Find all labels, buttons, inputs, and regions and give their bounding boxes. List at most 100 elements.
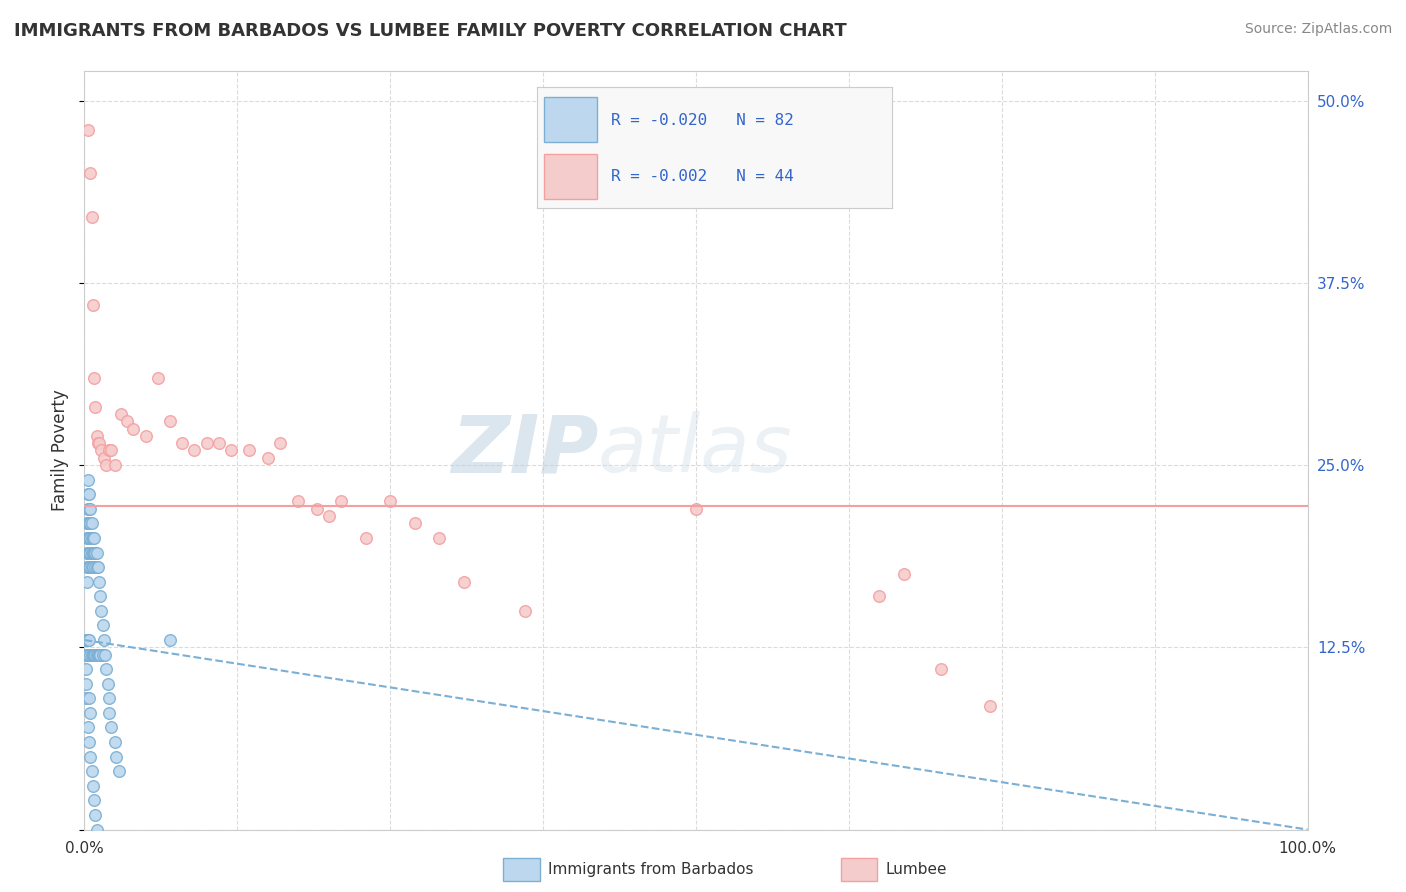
Point [104, 735, 127, 749]
Point [77, 560, 100, 574]
Point [77, 648, 100, 662]
Point [929, 662, 952, 676]
Point [90, 443, 112, 458]
Text: Lumbee: Lumbee [886, 863, 948, 877]
Point [75, 648, 97, 662]
Point [84, 400, 107, 414]
Point [685, 501, 707, 516]
Point [82, 779, 104, 793]
Point [257, 450, 280, 465]
Point [83, 648, 105, 662]
Point [94, 648, 117, 662]
Y-axis label: Family Poverty: Family Poverty [51, 390, 69, 511]
Point [77, 531, 100, 545]
Point [89, 648, 111, 662]
Point [91, 618, 114, 632]
Point [86, 648, 108, 662]
Point [77, 473, 100, 487]
Point [305, 501, 328, 516]
Point [76, 574, 98, 589]
Point [77, 516, 100, 531]
Point [97, 443, 120, 458]
Point [453, 574, 475, 589]
Point [80, 764, 103, 779]
Point [427, 531, 450, 545]
Point [82, 531, 104, 545]
Point [87, 436, 110, 450]
Point [318, 509, 340, 524]
Point [83, 793, 105, 807]
Point [77, 516, 100, 531]
Text: Source: ZipAtlas.com: Source: ZipAtlas.com [1244, 22, 1392, 37]
Point [269, 436, 291, 450]
Point [100, 443, 122, 458]
Point [97, 706, 120, 720]
Point [80, 648, 103, 662]
Point [89, 589, 111, 603]
Point [79, 516, 101, 531]
Point [80, 560, 103, 574]
Point [219, 443, 242, 458]
Text: IMMIGRANTS FROM BARBADOS VS LUMBEE FAMILY POVERTY CORRELATION CHART: IMMIGRANTS FROM BARBADOS VS LUMBEE FAMIL… [14, 22, 846, 40]
Point [77, 691, 100, 706]
Point [354, 531, 377, 545]
Point [86, 429, 108, 443]
Point [77, 501, 100, 516]
Point [77, 122, 100, 136]
Point [76, 545, 98, 559]
Point [97, 691, 120, 706]
Point [90, 604, 112, 618]
Text: ZIP: ZIP [451, 411, 598, 490]
Text: atlas: atlas [598, 411, 793, 490]
Point [84, 808, 107, 822]
Point [80, 531, 103, 545]
Point [79, 545, 101, 559]
Point [195, 436, 218, 450]
Point [77, 721, 100, 735]
Point [380, 494, 402, 508]
Point [100, 721, 122, 735]
Point [77, 545, 100, 559]
Point [82, 545, 104, 559]
Point [82, 560, 104, 574]
Point [208, 436, 231, 450]
Point [77, 531, 100, 545]
Point [76, 633, 98, 648]
Point [96, 458, 118, 472]
Point [79, 749, 101, 764]
Point [80, 210, 103, 224]
Point [97, 677, 120, 691]
Point [75, 677, 97, 691]
Point [77, 545, 100, 559]
Point [79, 166, 101, 180]
Point [82, 648, 104, 662]
Point [87, 648, 110, 662]
Point [76, 516, 98, 531]
Point [107, 764, 129, 779]
Point [80, 516, 103, 531]
Point [86, 560, 108, 574]
Point [79, 560, 101, 574]
Point [146, 370, 169, 384]
Point [87, 560, 110, 574]
Point [172, 436, 194, 450]
Point [75, 691, 97, 706]
Point [76, 531, 98, 545]
Point [86, 822, 108, 837]
Point [135, 429, 157, 443]
Point [86, 545, 108, 559]
Point [105, 749, 128, 764]
Point [110, 407, 132, 421]
Point [83, 545, 105, 559]
Point [115, 414, 138, 428]
Point [159, 414, 181, 428]
Point [330, 494, 353, 508]
Point [84, 560, 107, 574]
Point [80, 545, 103, 559]
Point [77, 487, 100, 501]
Point [93, 450, 115, 465]
Point [87, 648, 110, 662]
Point [76, 560, 98, 574]
Point [79, 706, 101, 720]
Point [238, 443, 260, 458]
